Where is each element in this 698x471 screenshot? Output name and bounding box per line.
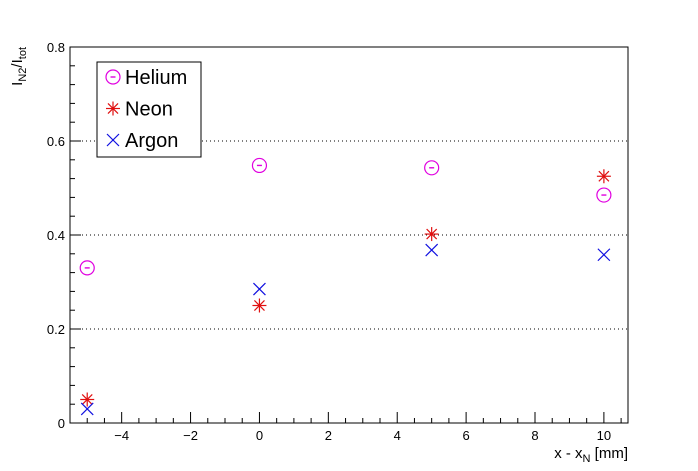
point-argon (80, 402, 94, 416)
marker-arm (80, 402, 94, 416)
marker-arm (81, 394, 93, 405)
legend-marker-argon (106, 133, 120, 147)
x-tick-label: 4 (394, 428, 401, 443)
legend-marker-helium (105, 69, 121, 85)
y-tick-label: 0 (58, 416, 65, 431)
x-axis-title: x - xN [mm] (554, 445, 628, 465)
marker-arm (425, 243, 439, 257)
point-neon (596, 169, 611, 184)
marker-arm (253, 300, 265, 311)
data-marks (79, 157, 612, 416)
marker-circle (596, 187, 612, 203)
axes: −4 −2 0 2 4 6 8 10 0 0.2 0.4 0.6 0.8 (47, 40, 629, 443)
marker-circle (424, 160, 440, 176)
point-neon (252, 298, 267, 313)
point-argon (253, 282, 266, 296)
marker-arm (253, 282, 266, 296)
x-tick-label: 2 (325, 428, 332, 443)
point-helium (79, 260, 95, 276)
x-tick-label: 6 (462, 428, 469, 443)
y-axis-title-sep: /I (9, 59, 26, 67)
legend-label-helium: Helium (125, 67, 187, 89)
marker-arm (106, 133, 120, 147)
x-tick-label: 8 (531, 428, 538, 443)
point-helium (596, 187, 612, 203)
y-tick-label: 0.8 (47, 40, 65, 55)
legend: Helium Neon Argon (96, 61, 202, 158)
point-argon (425, 243, 439, 257)
y-tick-label: 0.4 (47, 228, 65, 243)
x-axis-title-sub: N (583, 453, 591, 465)
y-tick-label: 0.6 (47, 134, 65, 149)
y-axis-title-sub2: tot (17, 47, 29, 59)
y-axis-title-main: I (9, 82, 26, 86)
marker-circle (105, 69, 121, 85)
marker-arm (107, 103, 119, 114)
x-tick-label: 10 (597, 428, 611, 443)
legend-label-neon: Neon (125, 99, 173, 121)
legend-label-argon: Argon (125, 130, 178, 152)
marker-circle (79, 260, 95, 276)
x-axis-title-unit: [mm] (591, 445, 629, 462)
legend-marker-neon (106, 101, 120, 116)
point-helium (251, 157, 268, 174)
marker-arm (426, 228, 438, 240)
point-neon (424, 227, 439, 242)
x-tick-label: −2 (183, 428, 198, 443)
point-helium (424, 160, 440, 176)
marker-arm (597, 248, 611, 262)
marker-circle (251, 157, 268, 174)
y-tick-label: 0.2 (47, 322, 65, 337)
x-tick-label: −4 (114, 428, 129, 443)
y-axis-title: IN2/Itot (9, 47, 29, 86)
x-tick-label: 0 (256, 428, 263, 443)
x-axis-title-main: x - x (554, 445, 583, 462)
point-neon (80, 392, 95, 407)
point-argon (597, 248, 611, 262)
y-axis-title-sub: N2 (17, 68, 29, 82)
marker-arm (598, 170, 610, 182)
